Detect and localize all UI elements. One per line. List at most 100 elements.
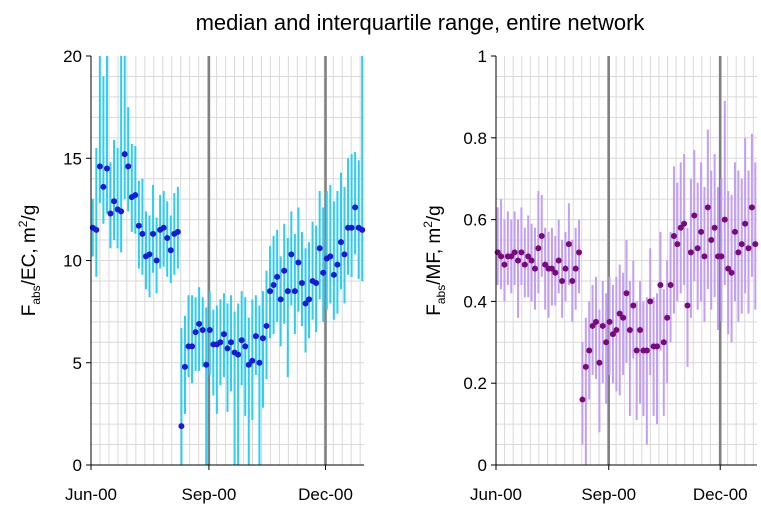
median-point — [153, 257, 160, 264]
median-point — [603, 339, 610, 346]
median-point — [592, 318, 599, 325]
median-point — [298, 279, 305, 286]
median-point — [135, 222, 142, 229]
median-point — [511, 249, 518, 256]
median-point — [681, 220, 688, 227]
median-point — [277, 296, 284, 303]
median-point — [725, 265, 732, 272]
median-point — [259, 335, 266, 342]
median-point — [313, 279, 320, 286]
median-point — [341, 251, 348, 258]
median-point — [559, 277, 566, 284]
median-point — [217, 339, 224, 346]
median-point — [542, 261, 549, 268]
median-point — [670, 232, 677, 239]
median-point — [245, 361, 252, 368]
median-point — [518, 249, 525, 256]
y-tick-label: 15 — [63, 149, 82, 168]
median-point — [538, 232, 545, 239]
median-point — [694, 245, 701, 252]
median-point — [107, 210, 114, 217]
median-point — [609, 331, 616, 338]
median-point — [735, 249, 742, 256]
chart-right-fabs-mf: 0 0.2 0.4 0.6 0.8 1 Jun-00 Sep-00 Dec-00 Fabs/MF,… — [421, 47, 759, 504]
median-point — [654, 343, 661, 350]
median-point — [252, 333, 259, 340]
median-point — [284, 288, 291, 295]
median-point — [521, 261, 528, 268]
median-point — [562, 265, 569, 272]
y-axis-label: Fabs/MF, m2/g — [421, 205, 448, 316]
median-point — [316, 245, 323, 252]
median-point — [613, 327, 620, 334]
median-point — [623, 290, 630, 297]
median-point — [552, 269, 559, 276]
y-tick-label: 20 — [63, 47, 82, 66]
median-point — [167, 247, 174, 254]
median-point — [633, 347, 640, 354]
x-tick-label: Jun-00 — [65, 485, 117, 504]
median-point — [643, 347, 650, 354]
median-point — [238, 337, 245, 344]
y-tick-label: 0.2 — [463, 374, 487, 393]
median-point — [576, 249, 583, 256]
y-axis-label: Fabs/EC, m2/g — [16, 205, 43, 317]
median-point — [515, 257, 522, 264]
median-point — [711, 224, 718, 231]
median-point — [306, 296, 313, 303]
median-point — [150, 230, 157, 237]
median-point — [181, 363, 188, 370]
median-point — [606, 318, 613, 325]
median-point — [620, 314, 627, 321]
median-point — [178, 423, 185, 430]
median-point — [189, 343, 196, 350]
median-point — [748, 204, 755, 211]
median-point — [249, 357, 256, 364]
median-point — [146, 251, 153, 258]
median-point — [565, 241, 572, 248]
median-point — [687, 249, 694, 256]
median-point — [660, 339, 667, 346]
median-point — [579, 396, 586, 403]
x-tick-label: Dec-00 — [693, 485, 748, 504]
y-tick-label: 0.6 — [463, 211, 487, 230]
median-point — [596, 359, 603, 366]
median-point — [698, 228, 705, 235]
median-point — [295, 259, 302, 266]
y-tick-label: 1 — [478, 47, 487, 66]
median-point — [708, 237, 715, 244]
median-point — [203, 361, 210, 368]
median-point — [674, 241, 681, 248]
median-point — [731, 228, 738, 235]
median-point — [320, 269, 327, 276]
median-point — [327, 253, 334, 260]
median-point — [569, 277, 576, 284]
median-point — [164, 235, 171, 242]
chart-left-fabs-ec: 0 5 10 15 20 Jun-00 Sep-00 Dec-00 Fabs/EC, m2/g — [16, 47, 366, 504]
median-point — [667, 282, 674, 289]
median-point — [752, 241, 759, 248]
median-point — [256, 359, 263, 366]
median-point — [664, 314, 671, 321]
median-point — [199, 327, 206, 334]
median-point — [96, 163, 103, 170]
median-point — [196, 320, 203, 327]
median-point — [704, 204, 711, 211]
median-point — [718, 253, 725, 260]
median-point — [139, 230, 146, 237]
median-point — [288, 251, 295, 258]
median-point — [582, 363, 589, 370]
x-tick-label: Dec-00 — [298, 485, 353, 504]
median-point — [274, 273, 281, 280]
y-tick-label: 0 — [73, 456, 82, 475]
median-point — [572, 265, 579, 272]
median-point — [525, 253, 532, 260]
median-point — [721, 216, 728, 223]
median-point — [348, 224, 355, 231]
median-point — [103, 165, 110, 172]
median-point — [192, 329, 199, 336]
chart-title: median and interquartile range, entire n… — [196, 10, 646, 35]
median-point — [630, 302, 637, 309]
median-point — [174, 228, 181, 235]
